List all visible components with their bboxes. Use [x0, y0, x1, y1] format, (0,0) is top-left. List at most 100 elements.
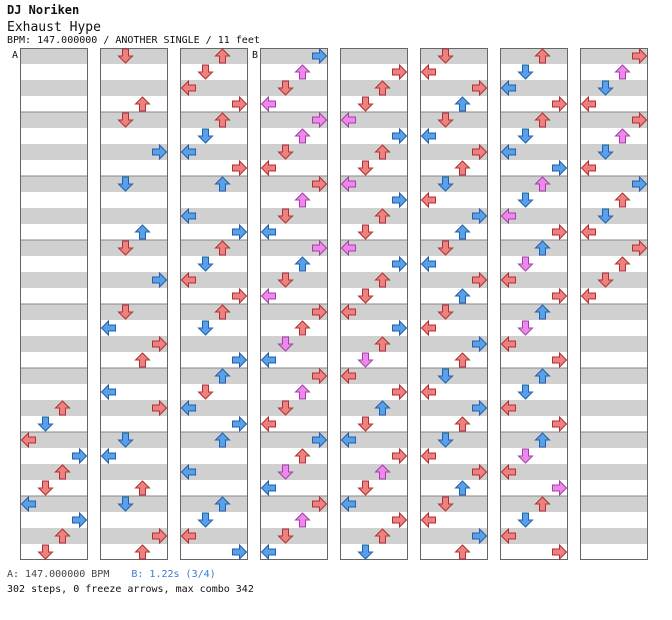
left-arrow	[500, 271, 516, 289]
artist-name: DJ Noriken	[7, 3, 80, 17]
right-arrow	[552, 351, 568, 369]
up-arrow	[134, 224, 151, 240]
stripe	[260, 80, 328, 96]
stripe	[20, 176, 88, 192]
left-arrow	[260, 223, 276, 241]
chart-column	[340, 48, 408, 560]
stripe	[100, 80, 168, 96]
stripe	[420, 208, 488, 224]
stripe	[500, 400, 568, 416]
left-arrow	[500, 79, 516, 97]
right-arrow	[312, 495, 328, 513]
left-arrow	[500, 335, 516, 353]
down-arrow	[357, 480, 374, 496]
stripe	[260, 528, 328, 544]
stripe	[180, 432, 248, 448]
right-arrow	[472, 335, 488, 353]
left-arrow	[340, 239, 356, 257]
up-arrow	[294, 128, 311, 144]
down-arrow	[357, 288, 374, 304]
right-arrow	[472, 79, 488, 97]
up-arrow	[54, 400, 71, 416]
stripe	[100, 528, 168, 544]
left-arrow	[420, 127, 436, 145]
stripe	[580, 464, 648, 480]
stripe	[20, 144, 88, 160]
up-arrow	[374, 528, 391, 544]
down-arrow	[437, 176, 454, 192]
stripe	[20, 464, 88, 480]
stripe	[340, 176, 408, 192]
left-arrow	[340, 431, 356, 449]
stripe	[500, 304, 568, 320]
down-arrow	[437, 112, 454, 128]
stripe	[340, 496, 408, 512]
down-arrow	[357, 160, 374, 176]
up-arrow	[54, 528, 71, 544]
down-arrow	[517, 384, 534, 400]
stripe	[260, 208, 328, 224]
stripe	[100, 144, 168, 160]
up-arrow	[374, 272, 391, 288]
left-arrow	[500, 207, 516, 225]
stripe	[20, 240, 88, 256]
stripe	[580, 208, 648, 224]
up-arrow	[534, 304, 551, 320]
right-arrow	[152, 335, 168, 353]
left-arrow	[260, 95, 276, 113]
up-arrow	[294, 384, 311, 400]
stripe	[500, 240, 568, 256]
up-arrow	[374, 464, 391, 480]
left-arrow	[180, 79, 196, 97]
stripe	[340, 464, 408, 480]
stripe	[500, 176, 568, 192]
stripe	[20, 432, 88, 448]
down-arrow	[437, 432, 454, 448]
stripe	[100, 464, 168, 480]
stripe	[20, 112, 88, 128]
segment-label: A	[12, 50, 18, 61]
stripe	[500, 112, 568, 128]
column-border	[180, 48, 248, 560]
down-arrow	[357, 544, 374, 560]
right-arrow	[72, 511, 88, 529]
right-arrow	[152, 143, 168, 161]
right-arrow	[392, 319, 408, 337]
stripe	[500, 528, 568, 544]
column-border	[100, 48, 168, 560]
down-arrow	[517, 320, 534, 336]
down-arrow	[197, 64, 214, 80]
right-arrow	[312, 303, 328, 321]
up-arrow	[534, 112, 551, 128]
right-arrow	[232, 223, 248, 241]
down-arrow	[277, 336, 294, 352]
left-arrow	[100, 383, 116, 401]
left-arrow	[500, 527, 516, 545]
stripe	[500, 336, 568, 352]
down-arrow	[277, 80, 294, 96]
down-arrow	[117, 48, 134, 64]
stripe	[260, 304, 328, 320]
left-arrow	[580, 287, 596, 305]
down-arrow	[197, 256, 214, 272]
up-arrow	[134, 352, 151, 368]
up-arrow	[134, 480, 151, 496]
stripe	[500, 464, 568, 480]
up-arrow	[454, 160, 471, 176]
stripe	[340, 48, 408, 64]
stripe	[500, 496, 568, 512]
chart-meta: BPM: 147.000000 / ANOTHER SINGLE / 11 fe…	[7, 35, 260, 46]
right-arrow	[552, 95, 568, 113]
up-arrow	[374, 80, 391, 96]
stripe	[180, 208, 248, 224]
right-arrow	[632, 175, 648, 193]
stripe	[340, 272, 408, 288]
right-arrow	[472, 271, 488, 289]
left-arrow	[500, 463, 516, 481]
down-arrow	[197, 384, 214, 400]
stripe	[420, 496, 488, 512]
stripe	[340, 432, 408, 448]
stripe	[260, 176, 328, 192]
down-arrow	[517, 64, 534, 80]
stripe	[420, 528, 488, 544]
